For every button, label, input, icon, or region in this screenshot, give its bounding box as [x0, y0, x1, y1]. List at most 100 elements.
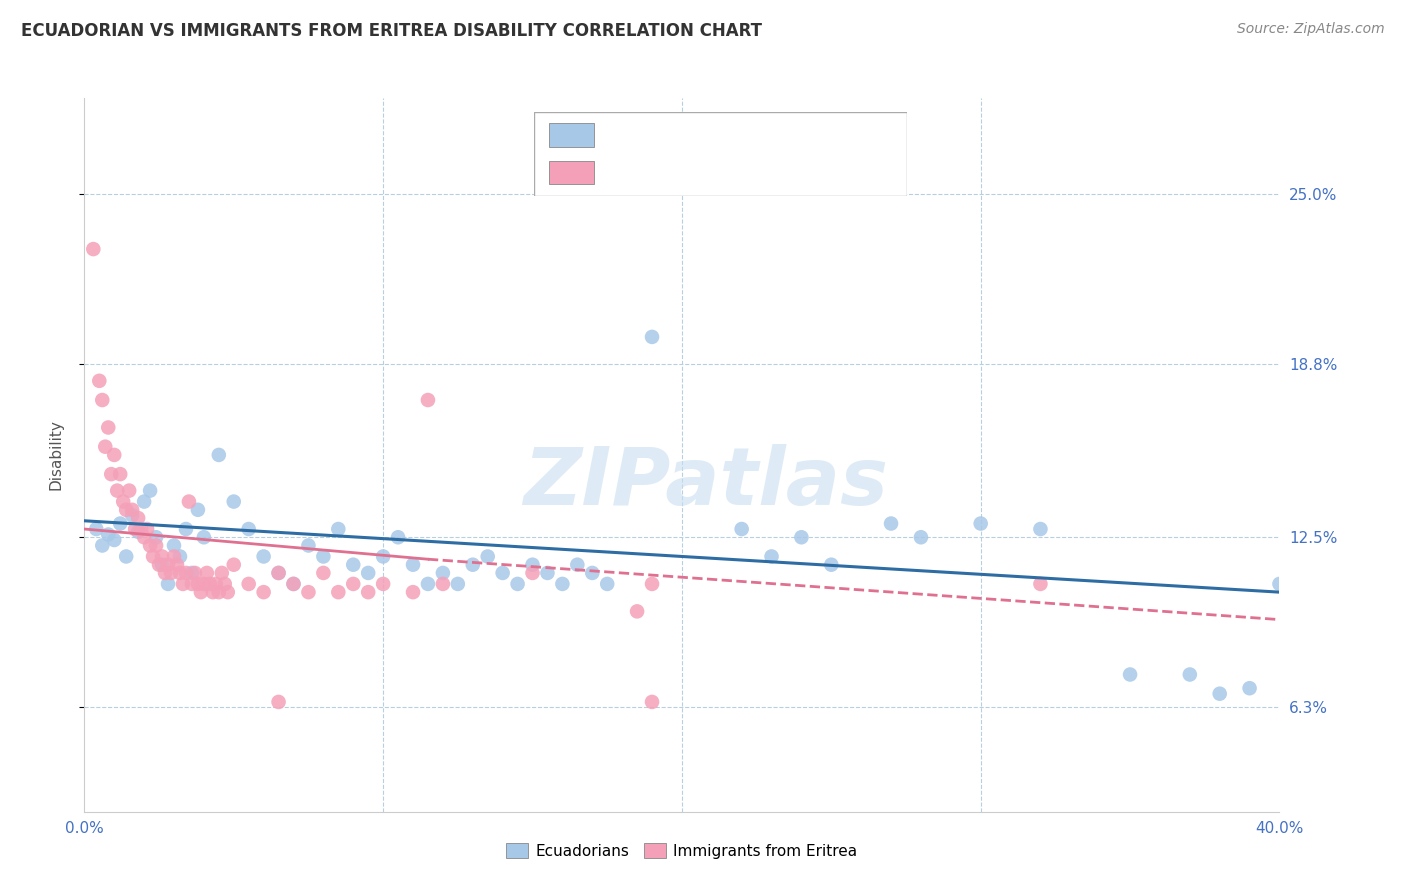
- Point: [82, 242, 104, 256]
- Text: R =: R =: [609, 128, 643, 143]
- Point: [139, 539, 162, 553]
- Point: [342, 577, 364, 591]
- Text: -0.083: -0.083: [654, 165, 709, 180]
- Point: [190, 585, 212, 599]
- Point: [94, 440, 117, 454]
- Point: [536, 566, 558, 580]
- Point: [371, 549, 394, 564]
- Point: [121, 503, 143, 517]
- Point: [201, 585, 224, 599]
- Point: [97, 527, 120, 541]
- Point: [492, 566, 515, 580]
- Point: [297, 585, 319, 599]
- Point: [205, 577, 228, 591]
- Point: [342, 558, 364, 572]
- Y-axis label: Disability: Disability: [49, 419, 63, 491]
- FancyBboxPatch shape: [534, 112, 907, 196]
- Point: [238, 522, 260, 536]
- Point: [150, 558, 173, 572]
- Point: [193, 530, 215, 544]
- Text: N =: N =: [747, 128, 790, 143]
- Point: [297, 539, 319, 553]
- Point: [477, 549, 499, 564]
- Point: [103, 448, 125, 462]
- Text: ECUADORIAN VS IMMIGRANTS FROM ERITREA DISABILITY CORRELATION CHART: ECUADORIAN VS IMMIGRANTS FROM ERITREA DI…: [21, 22, 762, 40]
- Point: [1208, 687, 1232, 701]
- Point: [86, 522, 108, 536]
- Point: [447, 577, 470, 591]
- Point: [169, 566, 191, 580]
- Point: [506, 577, 529, 591]
- Point: [641, 577, 664, 591]
- Point: [153, 566, 176, 580]
- Legend: Ecuadorians, Immigrants from Eritrea: Ecuadorians, Immigrants from Eritrea: [501, 837, 863, 864]
- Point: [790, 530, 813, 544]
- Point: [142, 549, 165, 564]
- Point: [222, 558, 245, 572]
- Point: [127, 511, 149, 525]
- Point: [880, 516, 903, 531]
- Point: [180, 577, 204, 591]
- Point: [198, 577, 221, 591]
- Point: [110, 467, 132, 482]
- Text: ZIPatlas: ZIPatlas: [523, 444, 889, 523]
- Point: [267, 566, 290, 580]
- Point: [145, 539, 167, 553]
- Point: [136, 522, 159, 536]
- Point: [103, 533, 125, 547]
- Point: [238, 577, 260, 591]
- Text: 66: 66: [817, 165, 839, 180]
- Text: -0.164: -0.164: [654, 128, 709, 143]
- Point: [174, 566, 197, 580]
- Point: [416, 392, 439, 407]
- Point: [100, 467, 122, 482]
- Point: [187, 503, 209, 517]
- Point: [1178, 667, 1201, 681]
- Point: [1268, 577, 1291, 591]
- Point: [371, 577, 394, 591]
- Point: [195, 566, 218, 580]
- Point: [402, 558, 425, 572]
- Point: [253, 549, 276, 564]
- Point: [641, 695, 664, 709]
- Point: [157, 558, 180, 572]
- Point: [91, 392, 114, 407]
- Point: [169, 549, 191, 564]
- Point: [208, 585, 231, 599]
- Point: [222, 494, 245, 508]
- Point: [461, 558, 484, 572]
- Point: [432, 577, 454, 591]
- Point: [1029, 522, 1052, 536]
- FancyBboxPatch shape: [550, 123, 593, 147]
- Point: [177, 494, 200, 508]
- Point: [970, 516, 993, 531]
- Point: [208, 448, 231, 462]
- Point: [105, 483, 128, 498]
- Point: [157, 577, 180, 591]
- Point: [132, 530, 156, 544]
- Point: [121, 508, 143, 523]
- Point: [283, 577, 305, 591]
- Point: [145, 530, 167, 544]
- Point: [357, 566, 380, 580]
- Point: [626, 604, 648, 618]
- Point: [166, 558, 188, 572]
- Point: [387, 530, 409, 544]
- Text: R =: R =: [609, 165, 643, 180]
- Point: [148, 558, 170, 572]
- Point: [641, 330, 664, 344]
- Point: [180, 566, 204, 580]
- Point: [761, 549, 783, 564]
- Point: [1239, 681, 1261, 696]
- Point: [112, 494, 135, 508]
- Point: [124, 522, 146, 536]
- Point: [312, 566, 335, 580]
- Point: [522, 558, 544, 572]
- Point: [97, 420, 120, 434]
- Point: [596, 577, 619, 591]
- Point: [910, 530, 932, 544]
- Point: [253, 585, 276, 599]
- Point: [132, 494, 156, 508]
- Point: [416, 577, 439, 591]
- Point: [193, 577, 215, 591]
